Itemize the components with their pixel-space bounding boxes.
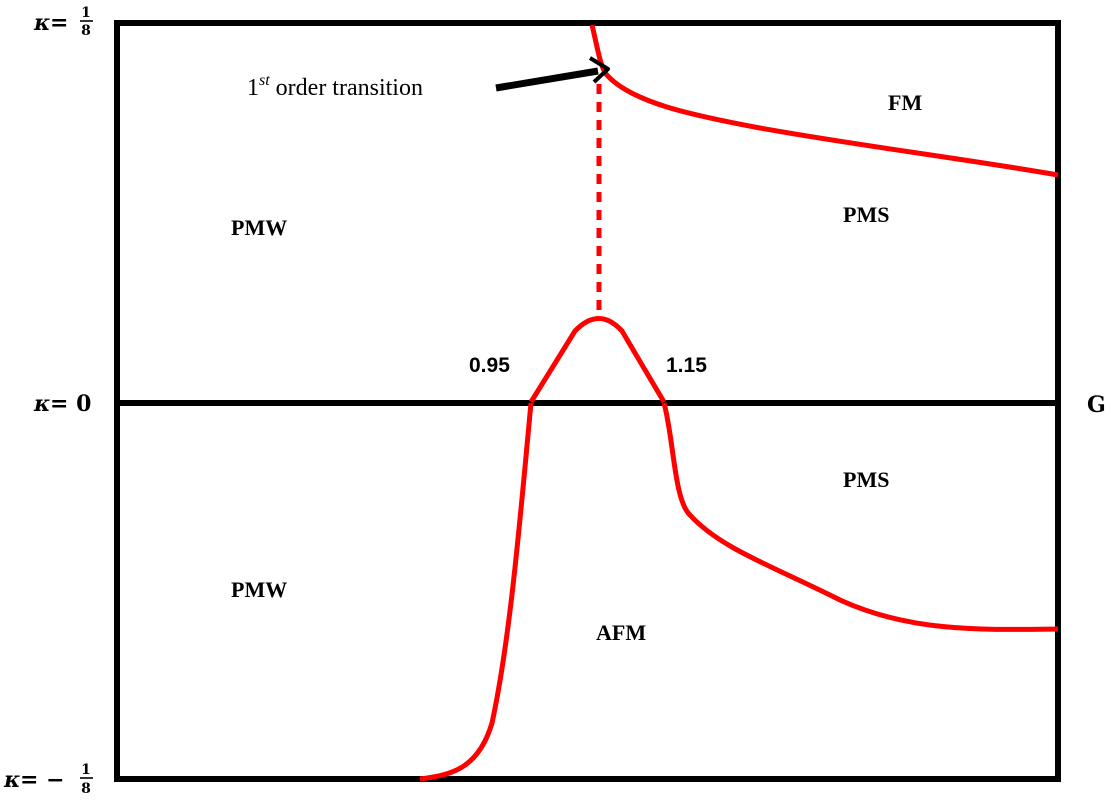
svg-text:8: 8	[81, 781, 91, 797]
region-fm: FM	[888, 90, 922, 115]
kappa-zero-label: κ = 0	[33, 391, 91, 417]
region-pmw-bottom: PMW	[231, 577, 287, 602]
annotation-text: order transition	[270, 75, 423, 101]
annotation-label: 1st order transition	[247, 72, 423, 101]
kappa-bottom-label: κ = − 1 8	[3, 762, 93, 797]
x-axis-label: G	[1087, 392, 1106, 418]
region-pmw-top: PMW	[231, 215, 287, 240]
region-afm: AFM	[596, 620, 646, 645]
afm-left-boundary	[419, 402, 534, 782]
svg-text:=: =	[50, 10, 68, 36]
svg-text:8: 8	[81, 23, 91, 39]
marker-right-value: 1.15	[666, 354, 707, 377]
marker-left-value: 0.95	[469, 354, 510, 377]
svg-text:= 0: = 0	[50, 391, 91, 417]
transition-arrow	[495, 56, 610, 92]
annotation-base: 1	[247, 75, 259, 101]
kappa-top-label: κ = 1 8	[33, 5, 93, 39]
svg-text:κ: κ	[3, 767, 21, 793]
region-pms-top: PMS	[843, 202, 889, 227]
svg-text:κ: κ	[33, 10, 51, 36]
svg-text:κ: κ	[33, 391, 51, 417]
svg-text:= −: = −	[20, 767, 65, 793]
afm-right-boundary	[661, 402, 1059, 632]
svg-text:1: 1	[81, 5, 91, 21]
upper-dome-curve	[528, 316, 667, 404]
svg-text:1: 1	[81, 762, 91, 778]
fm-boundary-curve	[589, 24, 1059, 178]
region-pms-bottom: PMS	[843, 467, 889, 492]
annotation-superscript: st	[259, 72, 270, 89]
